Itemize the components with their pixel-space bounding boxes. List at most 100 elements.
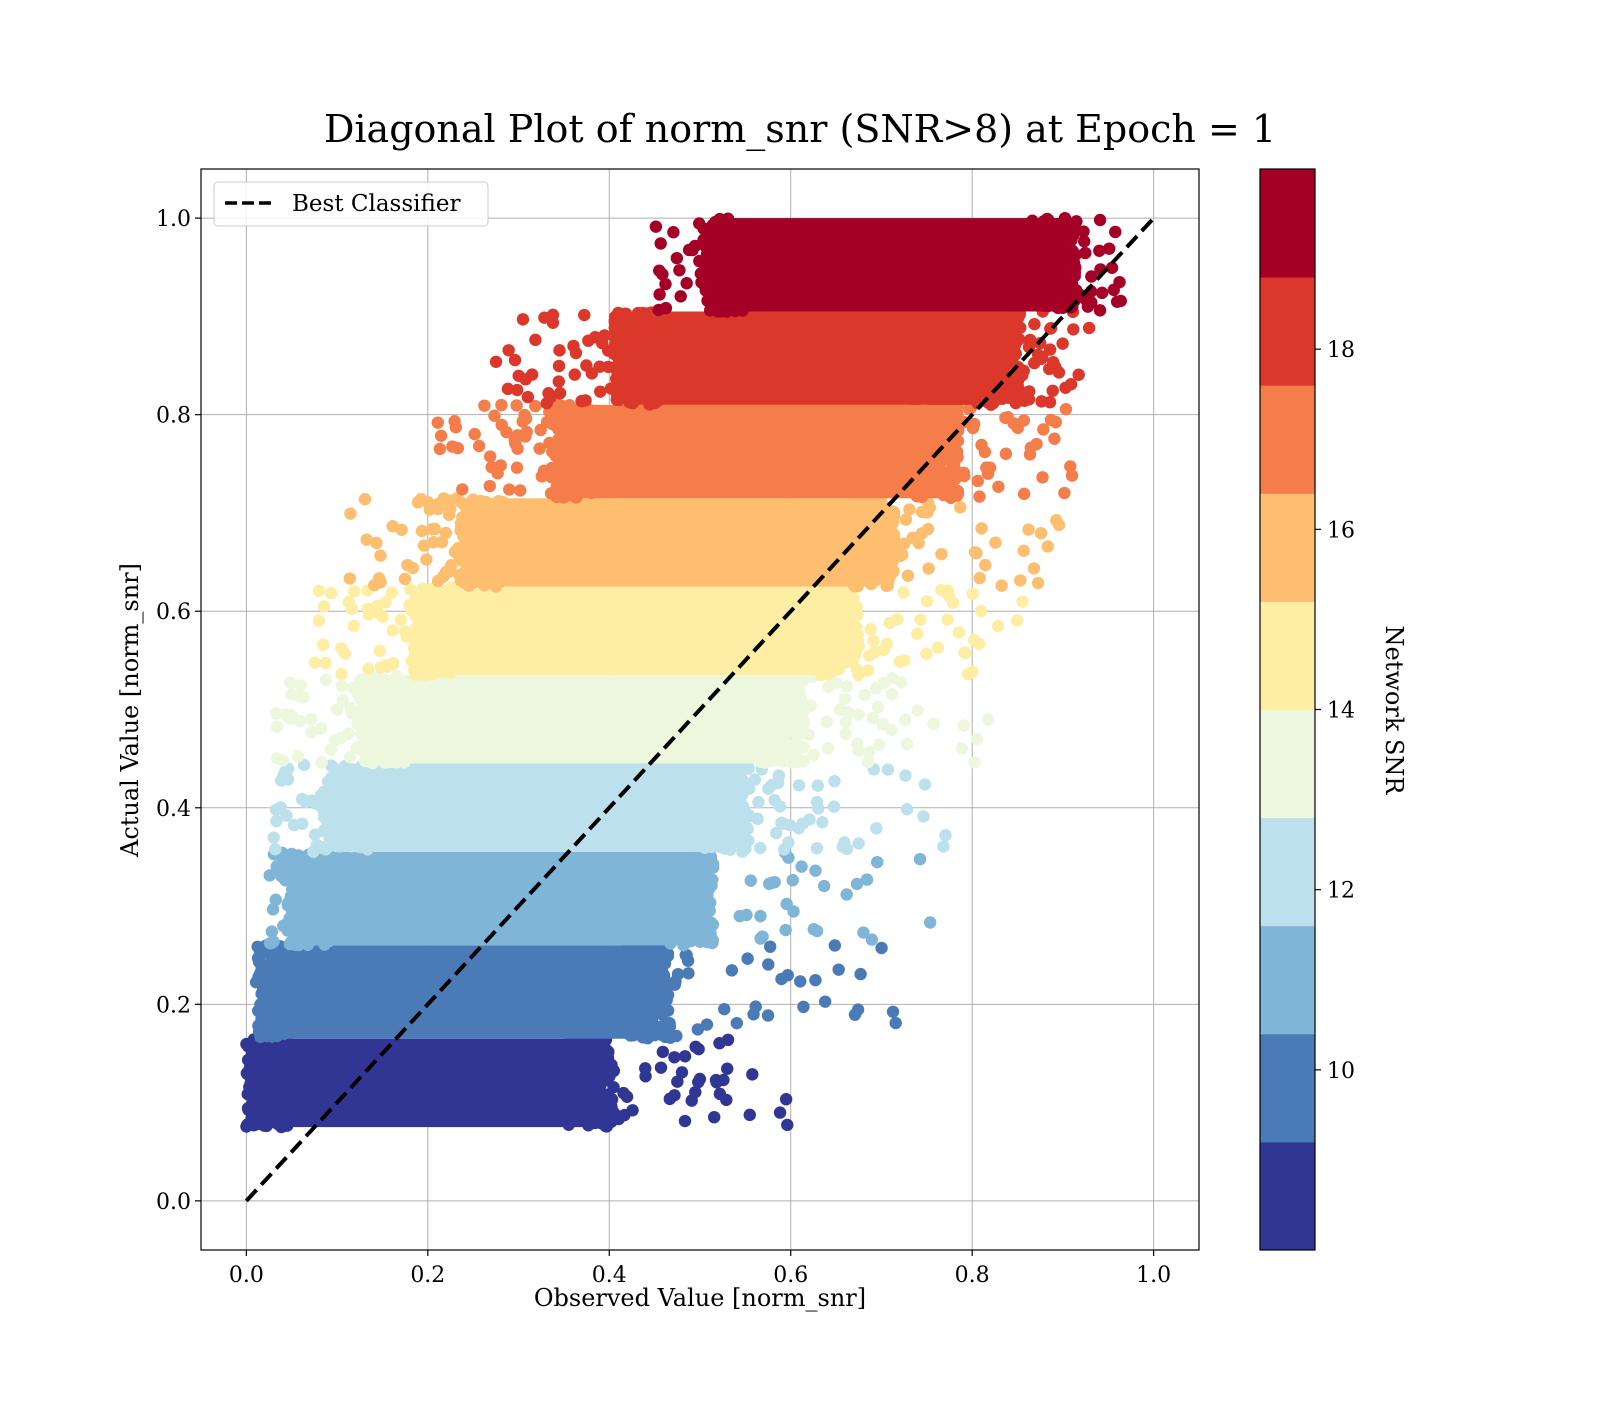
scatter-point [900,737,914,751]
axis-ticks: 0.0 0.2 0.4 0.6 0.8 1.0 0.0 0.2 0.4 0.6 0.8 1.0 [156,207,1171,1288]
scatter-point [617,980,630,994]
scatter-point [594,385,607,398]
scatter-point [978,445,992,459]
scatter-point [319,673,333,686]
scatter-point [817,879,831,893]
scatter-point [1016,369,1029,382]
scatter-point [841,616,854,629]
scatter-point [299,795,312,809]
scatter-point [1059,402,1073,416]
scatter-point [875,941,888,955]
scatter-point [721,1062,734,1075]
scatter-point [852,837,865,850]
scatter-point [399,625,412,638]
scatter-point [700,1018,714,1031]
scatter-point [580,1073,593,1086]
scatter-point [992,480,1005,494]
scatter-point [323,858,337,871]
scatter-point [269,893,282,906]
scatter-point [671,1075,684,1088]
scatter-point [670,1029,683,1043]
scatter-point [466,532,480,545]
scatter-point [575,394,588,408]
scatter-point [324,586,338,600]
scatter-point [639,308,653,322]
scatter-point [1109,225,1122,239]
scatter-point [656,1045,670,1059]
scatter-point [851,737,864,750]
scatter-point [810,795,824,809]
scatter-point [1058,272,1072,285]
scatter-point [989,536,1002,549]
x-tick-label: 1.0 [1136,1263,1171,1288]
scatter-point [568,1045,581,1059]
scatter-point [646,357,659,370]
scatter-point [392,701,406,714]
scatter-band-core [473,498,882,587]
scatter-point [725,964,739,977]
scatter-point [663,1092,677,1106]
scatter-point [782,723,796,737]
scatter-point [885,671,898,685]
scatter-point [417,614,430,627]
scatter-point [642,394,655,407]
x-tick-label: 0.6 [773,1263,808,1288]
scatter-point [866,712,879,725]
scatter-point [265,925,279,938]
scatter-point [564,467,577,480]
scatter-point [765,778,779,792]
scatter-point [294,679,307,692]
scatter-point [1010,614,1024,627]
scatter-point [738,223,751,236]
scatter-point [737,803,751,817]
scatter-point [804,699,817,712]
scatter-point [1031,348,1045,361]
scatter-point [343,750,357,764]
scatter-point [293,974,306,987]
scatter-point [870,822,883,835]
scatter-point [927,717,940,731]
chart-title: Diagonal Plot of norm_snr (SNR>8) at Epo… [324,107,1276,152]
scatter-point [619,329,633,343]
scatter-point [573,412,586,425]
scatter-point [821,742,835,755]
scatter-point [458,550,472,563]
scatter-point [278,765,292,778]
colorbar-tick-label: 10 [1327,1059,1355,1084]
colorbar-tick-label: 12 [1327,879,1355,904]
scatter-point [270,707,283,720]
scatter-point [865,933,879,946]
scatter-point [734,833,747,847]
colorbar-segment [1260,925,1315,1035]
scatter-point [342,828,355,841]
scatter-point [265,1079,278,1092]
scatter-point [1042,215,1056,228]
scatter-point [1066,265,1080,278]
scatter-point [897,586,910,599]
scatter-point [510,399,523,412]
colorbar-segment [1260,169,1315,278]
scatter-point [908,407,921,420]
scatter-point [552,375,565,388]
scatter-band-7 [343,492,1066,593]
scatter-point [828,939,842,952]
scatter-point [1025,297,1039,311]
scatter-point [385,586,399,599]
scatter-point [439,565,453,579]
scatter-point [779,1093,793,1106]
scatter-point [516,313,530,326]
scatter-point [386,624,400,637]
scatter-point [587,463,600,477]
scatter-point [543,436,556,450]
scatter-point [296,1017,309,1031]
scatter-point [644,335,657,348]
scatter-point [833,703,846,716]
scatter-point [648,999,661,1013]
scatter-point [730,821,743,835]
scatter-point [809,864,822,877]
scatter-point [405,654,418,668]
scatter-point [846,655,859,668]
scatter-point [923,916,937,929]
scatter-point [675,1066,689,1079]
scatter-point [871,700,885,714]
